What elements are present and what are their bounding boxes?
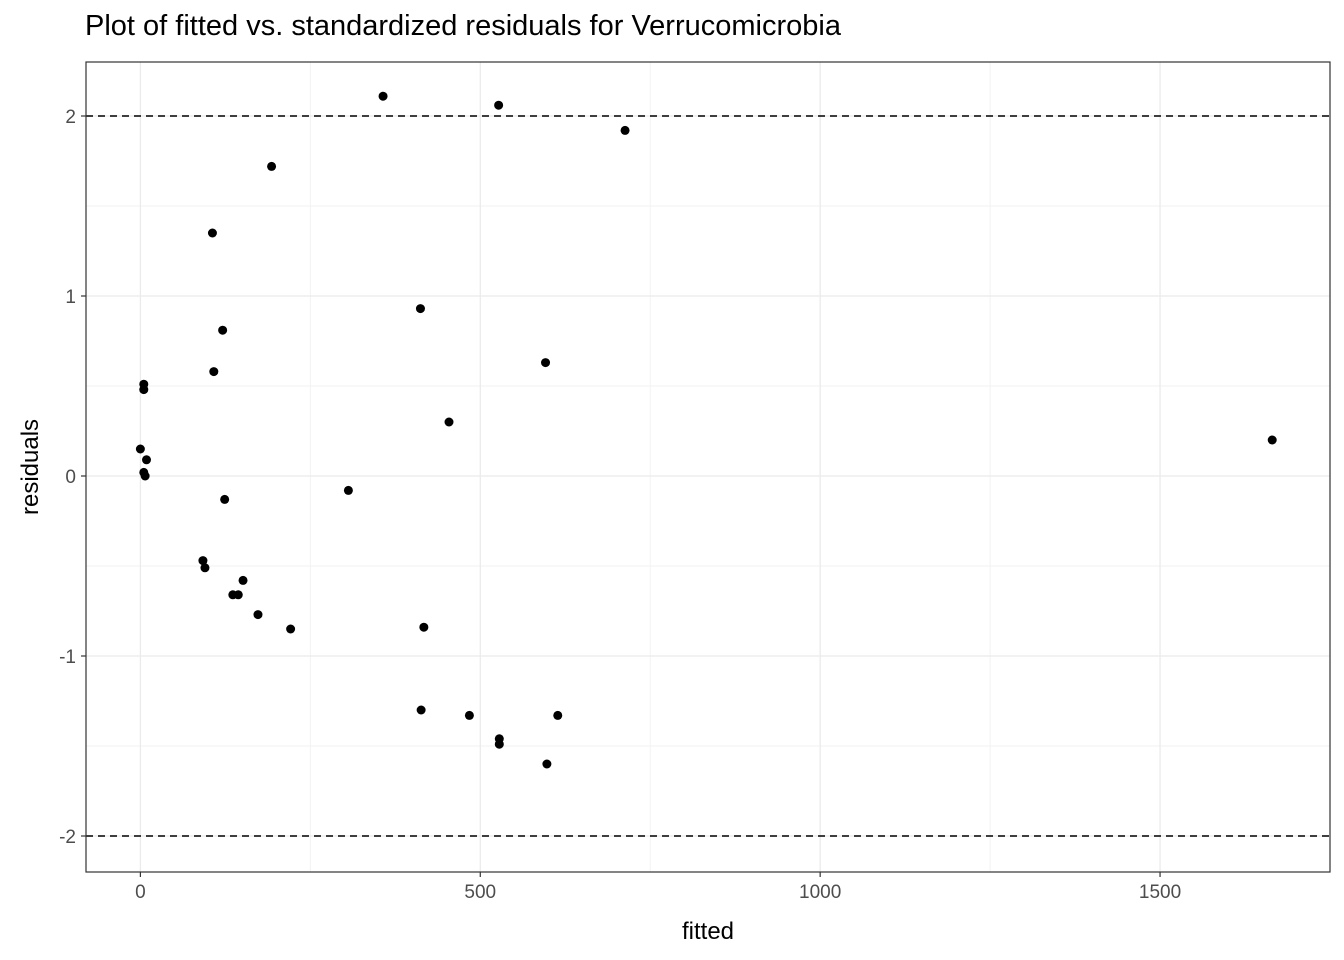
y-tick-label: -2 [59,827,76,848]
data-point [464,710,474,720]
x-axis-title: fitted [682,918,734,945]
data-point [620,125,630,135]
data-point [416,705,426,715]
chart-title: Plot of fitted vs. standardized residual… [85,10,841,42]
data-point [1267,435,1277,445]
data-point [209,367,219,377]
data-point [238,575,248,585]
data-point [343,485,353,495]
data-point [220,494,230,504]
data-point [415,304,425,314]
data-point [207,228,217,238]
data-point [200,563,210,573]
data-point [419,622,429,632]
reference-lines [86,115,1330,837]
data-point [542,759,552,769]
plot-panel-border [85,61,1331,873]
data-point [135,444,145,454]
y-tick-label: -1 [59,647,76,668]
x-axis-ticks: 0 500 1000 1500 [135,872,1181,903]
x-tick-label: 1000 [799,882,841,903]
y-axis-title: residuals [17,419,44,515]
y-tick-label: 2 [65,107,76,128]
x-tick-label: 500 [464,882,496,903]
data-point [494,739,504,749]
y-tick-label: 0 [65,467,76,488]
data-point [267,161,277,171]
data-point [198,556,208,566]
data-point [233,590,243,600]
data-point [444,417,454,427]
data-point [140,471,150,481]
data-point [541,358,551,368]
x-tick-label: 1500 [1139,882,1181,903]
data-point [286,624,296,634]
data-point [142,455,152,465]
data-point [553,710,563,720]
y-axis-ticks: -2 -1 0 1 2 [59,107,86,848]
y-tick-label: 1 [65,287,76,308]
data-point [218,325,228,335]
data-point [378,91,388,101]
x-tick-label: 0 [135,882,146,903]
grid-lines [86,62,1331,872]
data-point [494,100,504,110]
data-point [253,610,263,620]
data-point [139,385,149,395]
data-points [135,91,1277,769]
